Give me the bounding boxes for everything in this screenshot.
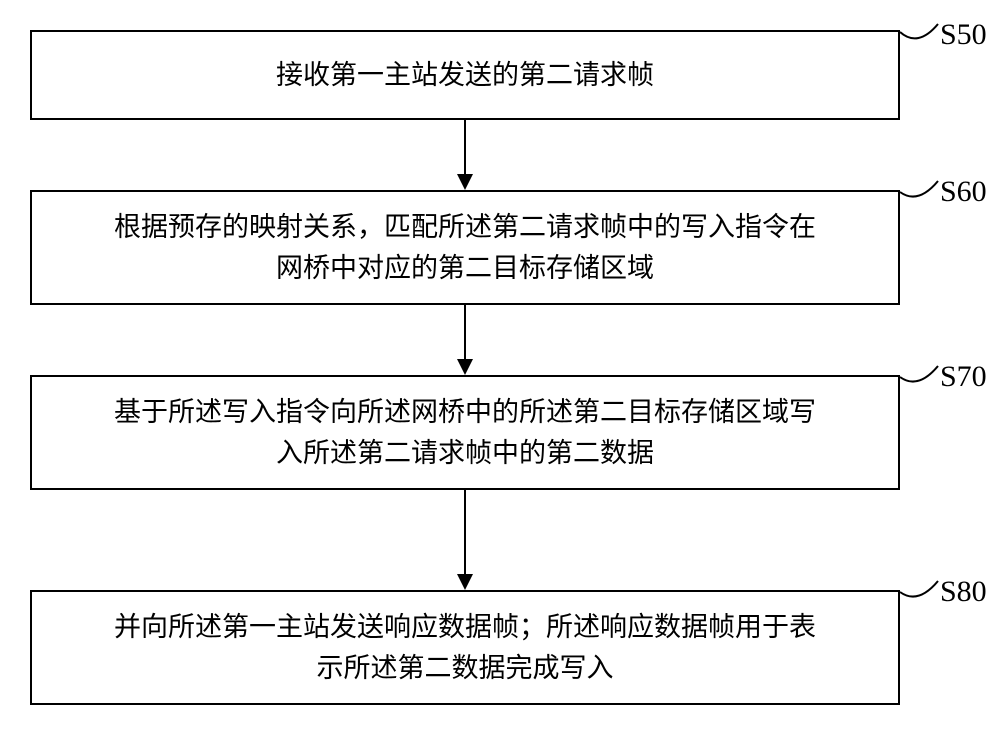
node-s50-line1: 接收第一主站发送的第二请求帧 (276, 55, 654, 96)
arrow-s50-s60-line (464, 120, 466, 174)
arrow-s70-s80-line (464, 490, 466, 574)
arrow-s60-s70-line (464, 305, 466, 359)
label-s70: S70 (940, 360, 987, 394)
label-s50: S50 (940, 18, 987, 52)
label-s60: S60 (940, 175, 987, 209)
node-s60-line2: 网桥中对应的第二目标存储区域 (276, 248, 654, 289)
arrow-s70-s80-head (457, 574, 473, 590)
node-s80-line1: 并向所述第一主站发送响应数据帧；所述响应数据帧用于表 (114, 607, 816, 648)
node-s60-line1: 根据预存的映射关系，匹配所述第二请求帧中的写入指令在 (114, 207, 816, 248)
node-s70-line2: 入所述第二请求帧中的第二数据 (276, 433, 654, 474)
arrow-s50-s60-head (457, 174, 473, 190)
node-s80: 并向所述第一主站发送响应数据帧；所述响应数据帧用于表 示所述第二数据完成写入 (30, 590, 900, 705)
node-s70-line1: 基于所述写入指令向所述网桥中的所述第二目标存储区域写 (114, 392, 816, 433)
node-s50: 接收第一主站发送的第二请求帧 (30, 30, 900, 120)
node-s60: 根据预存的映射关系，匹配所述第二请求帧中的写入指令在 网桥中对应的第二目标存储区… (30, 190, 900, 305)
node-s80-line2: 示所述第二数据完成写入 (317, 648, 614, 689)
arrow-s60-s70-head (457, 359, 473, 375)
label-s80: S80 (940, 575, 987, 609)
node-s70: 基于所述写入指令向所述网桥中的所述第二目标存储区域写 入所述第二请求帧中的第二数… (30, 375, 900, 490)
flowchart-canvas: 接收第一主站发送的第二请求帧 S50 根据预存的映射关系，匹配所述第二请求帧中的… (0, 0, 1000, 741)
